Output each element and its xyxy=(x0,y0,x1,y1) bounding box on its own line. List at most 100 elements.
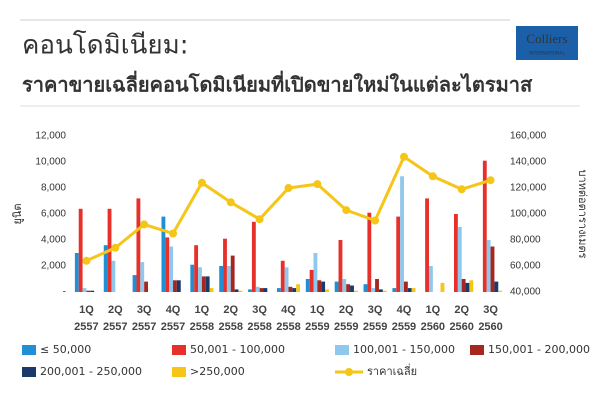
bar xyxy=(346,284,351,292)
x-tick-label: 2Q 2557 xyxy=(103,304,128,333)
line-marker xyxy=(399,152,408,161)
legend-label: >250,000 xyxy=(190,365,245,378)
bar xyxy=(90,290,95,292)
x-tick-label: 1Q 2557 xyxy=(74,304,99,333)
line-marker xyxy=(140,220,149,229)
bar xyxy=(169,246,174,292)
bar xyxy=(255,286,260,292)
y2-axis-label: บาทต่อตารางเมตร xyxy=(576,170,589,259)
legend-label: 100,001 - 150,000 xyxy=(353,343,455,356)
bar xyxy=(469,280,474,292)
legend-swatch xyxy=(22,345,36,355)
bar xyxy=(292,288,297,292)
x-tick-label: 4Q 2558 xyxy=(276,304,301,333)
legend-marker xyxy=(345,368,353,376)
y2-tick-label: 140,000 xyxy=(510,157,547,168)
chart-title: คอนโดมิเนียม: xyxy=(22,30,189,61)
bar xyxy=(403,281,408,292)
x-tick-label: 3Q 2560 xyxy=(478,304,503,333)
y2-tick-label: 120,000 xyxy=(510,183,547,194)
bar xyxy=(86,290,91,292)
bar xyxy=(165,237,170,292)
x-tick-label: 1Q 2559 xyxy=(305,304,330,333)
y-tick-label: 4,000 xyxy=(41,235,66,246)
bar xyxy=(486,240,491,292)
bar xyxy=(396,216,401,292)
bar xyxy=(309,269,314,292)
bar xyxy=(378,289,383,292)
bar xyxy=(338,240,343,292)
line-marker xyxy=(486,176,495,185)
bar xyxy=(238,290,243,292)
bar xyxy=(234,289,239,292)
x-tick-label: 3Q 2558 xyxy=(247,304,272,333)
legend-label: 50,001 - 100,000 xyxy=(190,343,285,356)
legend-label: ราคาเฉลี่ย xyxy=(367,363,417,378)
line-marker xyxy=(169,229,178,238)
x-tick-label: 1Q 2558 xyxy=(189,304,215,333)
bar xyxy=(494,281,499,292)
line-marker xyxy=(226,198,235,207)
bar xyxy=(461,279,466,292)
y-axis-label: ยูนิต xyxy=(11,203,24,224)
line xyxy=(85,154,492,263)
bar xyxy=(219,266,224,292)
legend-swatch xyxy=(470,345,484,355)
bar xyxy=(440,282,445,292)
line-marker xyxy=(255,215,264,224)
bar xyxy=(74,253,79,292)
bar xyxy=(173,280,177,292)
bar xyxy=(190,264,195,292)
bar xyxy=(248,289,252,292)
bar xyxy=(198,267,202,292)
bar xyxy=(407,288,412,292)
bar xyxy=(375,279,379,292)
line-marker xyxy=(313,180,322,189)
x-tick-label: 3Q 2557 xyxy=(131,304,157,333)
bar xyxy=(226,266,231,292)
bar xyxy=(201,276,206,292)
bar xyxy=(411,288,416,292)
y-tick-label: 6,000 xyxy=(41,209,66,220)
legend-swatch xyxy=(22,367,36,377)
legend-swatch xyxy=(172,367,186,377)
bar xyxy=(140,262,145,292)
legend-swatch xyxy=(172,345,186,355)
line-marker xyxy=(457,185,466,194)
line-marker xyxy=(197,178,206,187)
x-tick-label: 2Q 2560 xyxy=(449,304,474,333)
bar xyxy=(78,208,83,292)
bar xyxy=(457,227,462,292)
bar xyxy=(313,253,318,292)
bar xyxy=(325,289,329,292)
x-tick-label: 3Q 2559 xyxy=(362,304,388,333)
line-marker xyxy=(428,172,437,181)
chart-subtitle: ราคาขายเฉลี่ยคอนโดมิเนียมที่เปิดขายใหม่ใ… xyxy=(22,70,533,97)
bar xyxy=(276,288,281,292)
bar xyxy=(363,284,368,292)
bar xyxy=(251,221,256,292)
bar xyxy=(132,275,137,292)
y-tick-label: 8,000 xyxy=(41,183,66,194)
bar xyxy=(350,285,354,292)
legend-label: ≤ 50,000 xyxy=(40,343,91,356)
y-tick-label: 12,000 xyxy=(35,131,66,142)
y-tick-label: 10,000 xyxy=(35,157,66,168)
bar xyxy=(230,255,235,292)
y-tick-label: 2,000 xyxy=(41,261,66,272)
bar xyxy=(367,212,372,292)
line-marker xyxy=(342,206,351,215)
x-tick-label: 4Q 2557 xyxy=(160,304,186,333)
bar xyxy=(161,216,166,292)
bar xyxy=(321,281,326,292)
y-tick-label: - xyxy=(63,287,66,298)
bar xyxy=(465,282,470,292)
bar xyxy=(176,280,181,292)
bar xyxy=(209,288,214,292)
bar xyxy=(353,290,358,292)
y2-tick-label: 40,000 xyxy=(510,287,541,298)
bar xyxy=(371,288,376,292)
y2-tick-label: 100,000 xyxy=(510,209,547,220)
